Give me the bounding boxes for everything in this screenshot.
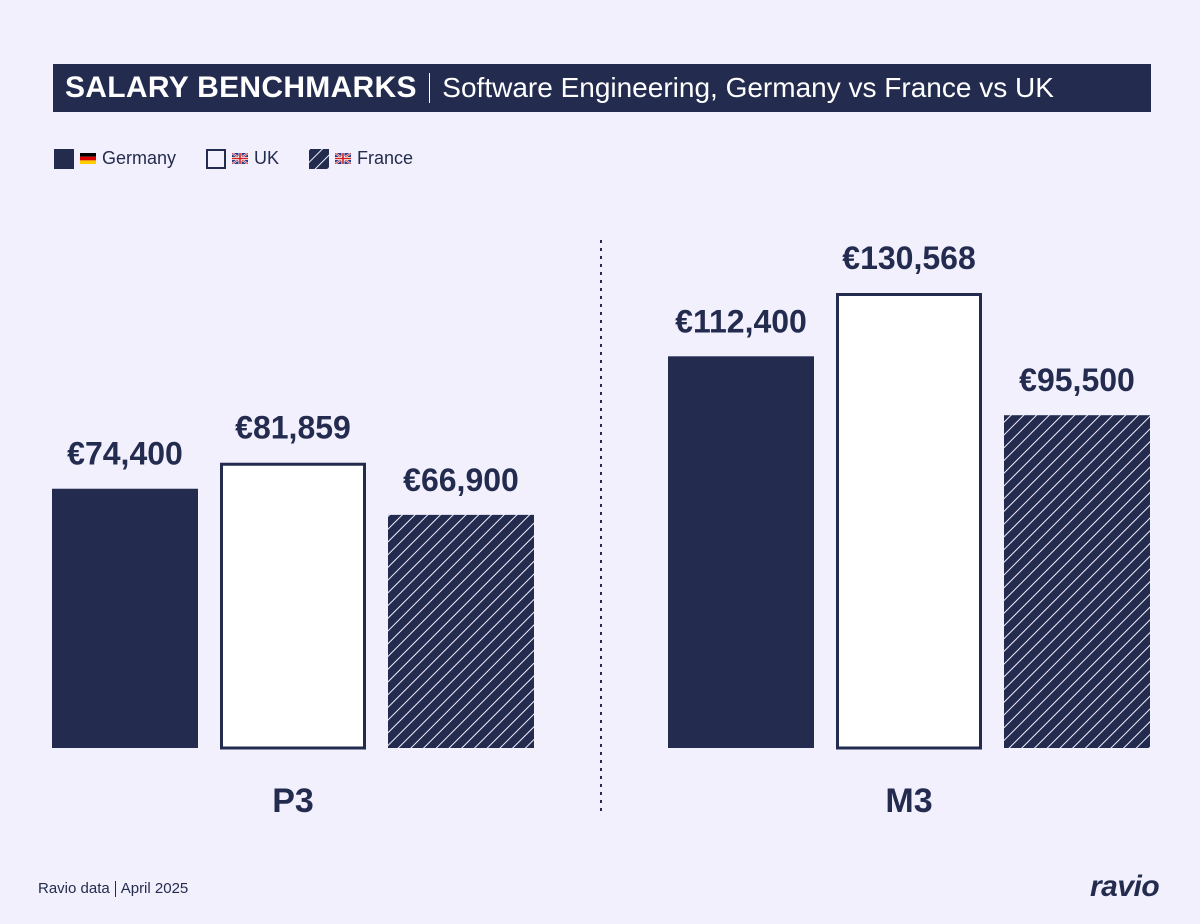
legend-item-uk: UK (206, 148, 279, 169)
legend-swatch-hatched (309, 148, 330, 169)
bar-uk-p3 (220, 462, 366, 750)
data-label: €66,900 (403, 462, 519, 498)
bar-uk-m3 (836, 293, 982, 750)
legend-item-france: France (309, 148, 413, 169)
title-bar: SALARY BENCHMARKS Software Engineering, … (53, 64, 1151, 112)
source-text: Ravio data (38, 880, 110, 897)
legend: Germany UK France (54, 148, 443, 169)
bar-germany-m3 (668, 356, 814, 748)
germany-flag-icon (80, 153, 96, 164)
chart-title: SALARY BENCHMARKS (65, 71, 417, 104)
data-label: €74,400 (67, 436, 183, 472)
legend-item-germany: Germany (54, 148, 176, 169)
data-label: €130,568 (842, 240, 975, 276)
title-divider (428, 73, 431, 103)
category-label: P3 (272, 782, 314, 820)
legend-label: Germany (102, 148, 177, 168)
bar-france-p3 (388, 514, 534, 748)
legend-swatch-solid (54, 148, 74, 169)
ravio-logo: ravio (1090, 870, 1160, 903)
legend-label: France (357, 148, 414, 168)
legend-swatch-outline (206, 148, 227, 169)
date-text: April 2025 (120, 880, 189, 897)
bar-germany-p3 (52, 488, 198, 748)
footer: Ravio data April 2025 (38, 880, 188, 897)
chart-subtitle: Software Engineering, Germany vs France … (442, 72, 1054, 103)
data-label: €112,400 (675, 303, 807, 339)
category-label: M3 (885, 782, 932, 820)
uk-flag-icon (232, 153, 249, 164)
data-label: €95,500 (1019, 362, 1135, 398)
footer-divider (114, 880, 116, 897)
uk-flag-icon (335, 153, 352, 164)
bar-france-m3 (1004, 415, 1150, 748)
legend-label: UK (254, 148, 280, 168)
data-label: €81,859 (235, 410, 351, 446)
